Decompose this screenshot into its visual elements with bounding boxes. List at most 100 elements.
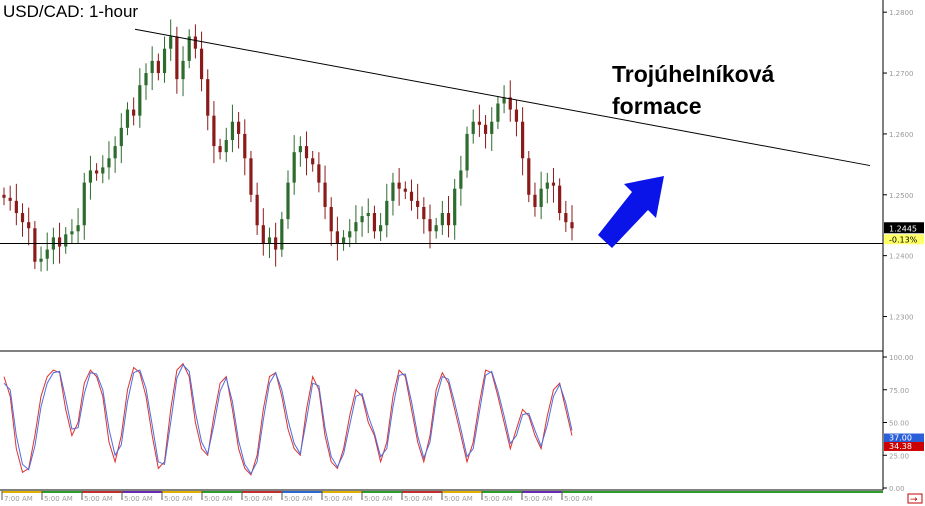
candle-body: [45, 249, 49, 259]
candle-body: [385, 200, 389, 226]
scroll-right-icon: [907, 493, 923, 504]
candle-body: [354, 222, 358, 232]
y-tick-label: 1.2400: [889, 253, 914, 261]
candle-body: [8, 197, 12, 201]
candle-body: [243, 133, 247, 159]
candle-body: [348, 231, 352, 238]
candle-body: [317, 164, 321, 183]
candle-body: [132, 109, 136, 116]
candle-body: [107, 158, 111, 168]
candle-body: [218, 146, 222, 153]
candle-body: [403, 188, 407, 192]
last-price-label: 1.2445: [889, 224, 917, 233]
oscillator-line-1: [3, 362, 573, 476]
candle-body: [496, 103, 500, 122]
candle-body: [341, 237, 346, 244]
last-price-tag: [884, 222, 924, 234]
candle-body: [533, 194, 537, 207]
candle-body: [514, 109, 519, 122]
candle-body: [181, 60, 185, 80]
candle-body: [280, 219, 284, 250]
candle-body: [82, 182, 86, 226]
candle-body: [199, 48, 204, 80]
candle-body: [125, 109, 130, 128]
y-tick-label: 1.2300: [889, 314, 914, 322]
candle-body: [27, 222, 31, 229]
y-tick-label: 1.2500: [889, 192, 914, 200]
candle-body: [471, 121, 475, 134]
candle-body: [570, 222, 574, 229]
candle-body: [144, 73, 148, 86]
trendline: [134, 28, 871, 167]
candle-body: [57, 237, 62, 247]
candle-body: [360, 216, 364, 223]
candle-body: [298, 146, 302, 153]
osc-tick-label: 0.00: [889, 485, 905, 493]
candle-body: [428, 219, 432, 232]
x-tick-label: 5:00 AM: [524, 495, 553, 503]
x-axis-strip: [122, 491, 162, 493]
x-tick-label: 5:00 AM: [124, 495, 153, 503]
candle-body: [490, 121, 494, 134]
candle-body: [39, 258, 43, 262]
x-axis-strip: [242, 491, 282, 493]
candle-body: [230, 121, 235, 140]
x-axis-strip: [82, 491, 122, 493]
x-tick-label: 5:00 AM: [404, 495, 433, 503]
x-axis-strip: [522, 491, 562, 493]
candle-body: [304, 146, 309, 159]
candle-body: [95, 170, 99, 174]
x-axis-strip: [2, 491, 42, 493]
candle-body: [261, 225, 265, 244]
candle-body: [329, 206, 333, 232]
annotation-line-1: Trojúhelníková: [612, 61, 775, 87]
x-axis-strip: [562, 491, 602, 493]
candle-body: [323, 182, 327, 207]
oscillator-line-2: [3, 364, 573, 475]
candle-body: [379, 225, 383, 232]
candle-body: [88, 170, 93, 183]
x-axis-strip: [282, 491, 322, 493]
candle-body: [311, 158, 315, 165]
osc-tag-red: [884, 441, 924, 451]
candle-body: [440, 213, 444, 226]
candle-body: [465, 133, 469, 171]
x-axis-strip: [402, 491, 442, 493]
x-axis-strip: [362, 491, 402, 493]
x-axis-strip: [42, 491, 82, 493]
candle-body: [397, 182, 401, 189]
x-tick-label: 5:00 AM: [324, 495, 353, 503]
candle-body: [459, 170, 463, 189]
y-tick-label: 1.2800: [889, 9, 914, 17]
candle-body: [193, 36, 197, 49]
y-tick-label: 1.2600: [889, 131, 914, 139]
candle-body: [169, 36, 173, 49]
candle-body: [453, 188, 457, 226]
candle-body: [483, 124, 488, 134]
osc-tick-label: 100.00: [889, 354, 914, 362]
candle-body: [521, 121, 525, 159]
candle-body: [366, 213, 370, 217]
candle-body: [446, 213, 451, 226]
candle-body: [372, 213, 377, 232]
x-tick-label: 5:00 AM: [284, 495, 313, 503]
candle-body: [434, 225, 438, 232]
candle-body: [267, 237, 272, 244]
candle-body: [33, 228, 37, 262]
candle-body: [20, 213, 25, 223]
x-axis-strip: [482, 491, 522, 493]
candle-body: [335, 231, 339, 244]
candle-body: [162, 48, 167, 74]
candle-body: [156, 60, 160, 74]
candle-body: [175, 36, 179, 80]
x-tick-label: 5:00 AM: [244, 495, 273, 503]
candle-body: [564, 213, 568, 223]
x-tick-label: 5:00 AM: [44, 495, 73, 503]
osc-value-label-2: 34.38: [889, 442, 912, 451]
candle-body: [416, 200, 420, 207]
candle-body: [539, 188, 543, 207]
change-tag: [884, 234, 924, 245]
candle-body: [551, 182, 556, 186]
candle-body: [150, 60, 154, 74]
